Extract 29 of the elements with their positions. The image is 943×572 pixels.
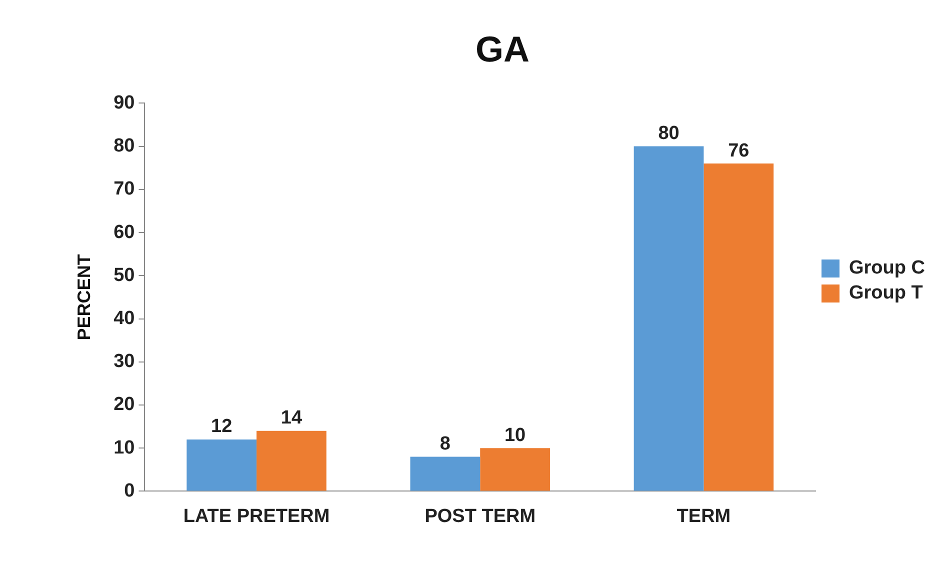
y-axis-title: PERCENT bbox=[74, 254, 94, 340]
bar bbox=[480, 448, 550, 491]
bar bbox=[704, 164, 774, 491]
bar bbox=[410, 456, 480, 491]
bar bbox=[634, 146, 704, 491]
legend-label: Group T bbox=[849, 282, 924, 304]
data-label: 14 bbox=[280, 408, 302, 429]
y-tick-label: 90 bbox=[114, 92, 135, 114]
y-tick-label: 60 bbox=[114, 222, 135, 243]
data-label: 10 bbox=[504, 424, 526, 446]
y-tick-label: 50 bbox=[114, 264, 135, 286]
data-label: 12 bbox=[211, 416, 232, 438]
y-tick-label: 20 bbox=[114, 394, 135, 416]
legend-label: Group C bbox=[849, 258, 926, 279]
y-tick-label: 40 bbox=[114, 308, 135, 329]
x-tick-label: POST TERM bbox=[424, 506, 536, 527]
x-tick-label: LATE PRETERM bbox=[183, 506, 330, 527]
bar bbox=[256, 430, 326, 491]
y-tick-label: 0 bbox=[124, 480, 135, 502]
data-label: 80 bbox=[658, 123, 680, 144]
y-tick-label: 80 bbox=[114, 136, 135, 157]
y-tick-label: 30 bbox=[114, 351, 135, 372]
y-tick-label: 10 bbox=[114, 437, 135, 458]
y-tick-label: 70 bbox=[114, 178, 135, 200]
bar bbox=[186, 439, 257, 491]
data-label: 76 bbox=[728, 140, 750, 162]
x-tick-label: TERM bbox=[676, 506, 731, 527]
data-label: 8 bbox=[440, 433, 450, 454]
chart-title: GA bbox=[476, 28, 530, 70]
